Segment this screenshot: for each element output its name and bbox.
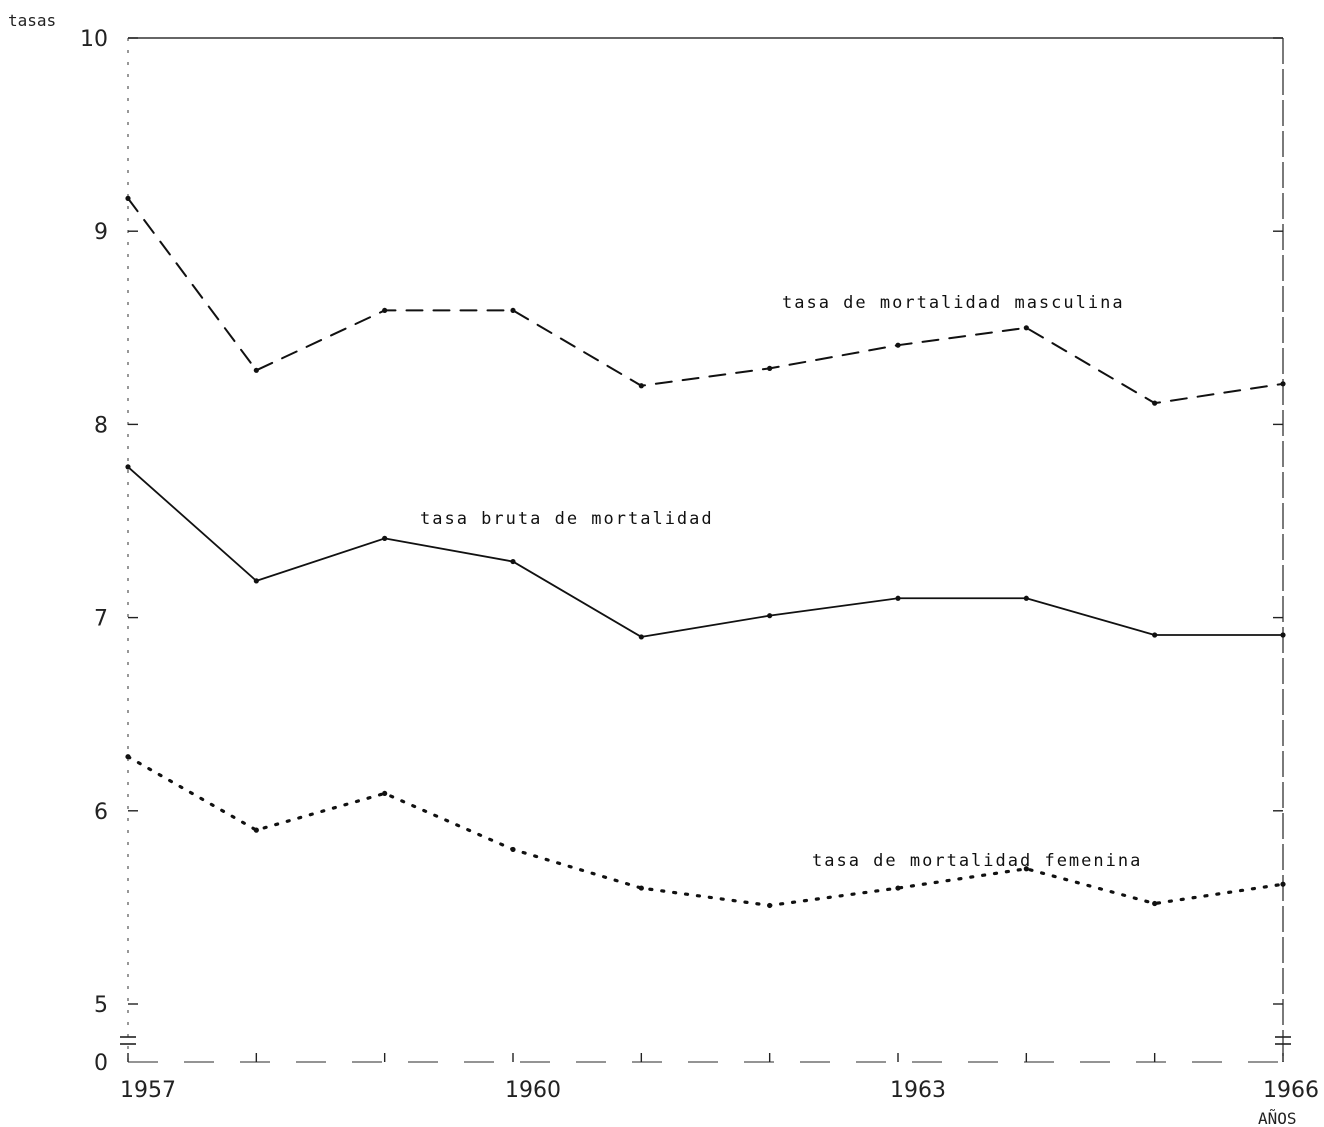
data-point — [895, 885, 901, 891]
labels-group: tasas AÑOS tasa de mortalidad masculina … — [8, 11, 1297, 1127]
x-axis-title: AÑOS — [1258, 1109, 1297, 1127]
series-label-bruta: tasa bruta de mortalidad — [420, 509, 714, 529]
data-point — [638, 634, 644, 640]
series-group — [125, 195, 1286, 909]
data-point — [1152, 632, 1158, 638]
data-point — [1280, 381, 1286, 387]
data-point — [767, 613, 773, 619]
data-point — [510, 846, 516, 853]
y-tick-label: 5 — [94, 993, 108, 1018]
series-line-0 — [127, 197, 1284, 405]
data-point — [895, 342, 901, 348]
series-label-masculina: tasa de mortalidad masculina — [782, 293, 1125, 313]
data-point — [125, 754, 131, 760]
data-point — [510, 558, 516, 565]
x-tick-label: 1960 — [505, 1078, 561, 1103]
y-axis-title: tasas — [8, 11, 56, 30]
data-point — [510, 307, 516, 314]
data-point — [1280, 632, 1286, 638]
x-tick-label: 1957 — [120, 1078, 176, 1103]
data-point — [253, 827, 259, 833]
series-line-2 — [126, 755, 1285, 908]
x-tick-label: 1966 — [1263, 1078, 1319, 1103]
data-point — [125, 464, 131, 470]
x-tick-label: 1963 — [890, 1078, 946, 1103]
y-tick-label: 7 — [94, 607, 108, 632]
data-point — [638, 885, 644, 891]
data-point — [767, 902, 773, 909]
data-point — [767, 365, 773, 371]
data-point — [1023, 325, 1029, 331]
y-tick-label: 10 — [80, 27, 108, 52]
y-tick-label: 9 — [94, 220, 108, 245]
data-point — [253, 367, 259, 373]
data-point — [638, 383, 644, 389]
data-point — [382, 535, 388, 541]
data-point — [125, 195, 131, 201]
series-line-1 — [127, 466, 1284, 638]
y-tick-label: 0 — [94, 1051, 108, 1076]
data-point — [382, 790, 388, 797]
data-point — [1023, 595, 1029, 601]
data-point — [895, 595, 901, 601]
series-label-femenina: tasa de mortalidad femenina — [812, 851, 1142, 871]
x-axis: 1957 1960 1963 1966 — [120, 1053, 1319, 1103]
data-point — [1280, 881, 1286, 887]
data-point — [1152, 900, 1158, 907]
plot-frame — [120, 37, 1291, 1063]
y-tick-label: 6 — [94, 800, 108, 825]
y-tick-label: 8 — [94, 413, 108, 438]
y-axis: 0 5 6 7 8 9 10 — [80, 27, 1283, 1076]
data-point — [1152, 400, 1158, 406]
data-point — [1023, 866, 1029, 872]
data-point — [382, 307, 388, 314]
data-point — [253, 578, 259, 584]
